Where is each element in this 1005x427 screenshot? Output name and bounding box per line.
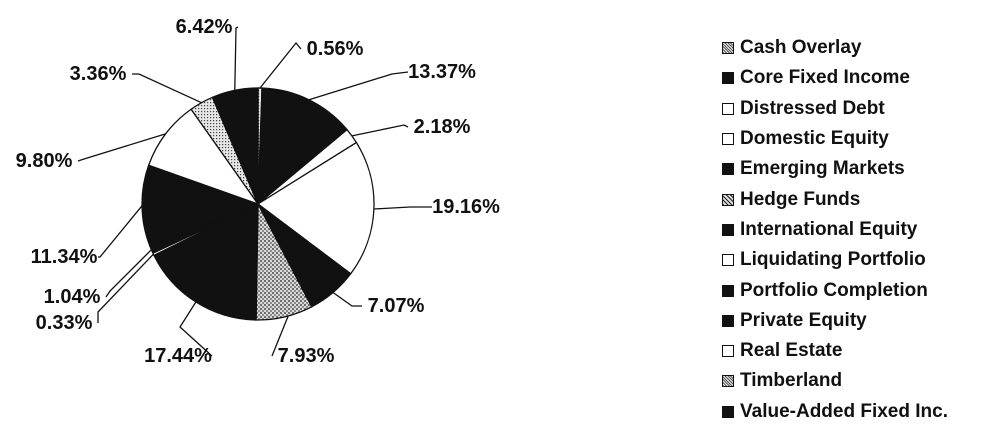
pie-slice-core-fixed-income bbox=[257, 87, 348, 206]
legend-item-real-estate: Real Estate bbox=[722, 336, 948, 366]
legend-swatch bbox=[722, 133, 734, 146]
legend-item-hedge-funds: Hedge Funds bbox=[722, 184, 948, 214]
pie-slice-private-equity bbox=[141, 164, 260, 248]
legend-swatch bbox=[722, 405, 734, 418]
legend-item-emerging-markets: Emerging Markets bbox=[722, 154, 948, 184]
legend-swatch bbox=[722, 42, 734, 55]
legend-item-international-equity: International Equity bbox=[722, 215, 948, 245]
data-label-international-equity: 17.44% bbox=[144, 345, 212, 367]
leader-line-timberland bbox=[132, 73, 202, 104]
leader-line-domestic-equity bbox=[373, 206, 432, 210]
legend-label: Portfolio Completion bbox=[740, 279, 928, 301]
legend-label: Timberland bbox=[740, 370, 843, 392]
leader-line-value-added-fixed-inc bbox=[234, 26, 239, 91]
data-label-domestic-equity: 19.16% bbox=[432, 196, 500, 218]
leader-line-international-equity bbox=[179, 301, 213, 357]
legend-label: Liquidating Portfolio bbox=[740, 249, 926, 271]
legend-item-private-equity: Private Equity bbox=[722, 306, 948, 336]
data-label-real-estate: 9.80% bbox=[16, 150, 73, 172]
leader-line-liquidating-portfolio bbox=[97, 253, 154, 323]
legend-label: Value-Added Fixed Inc. bbox=[740, 400, 948, 422]
legend-label: Cash Overlay bbox=[740, 37, 862, 59]
legend-swatch bbox=[722, 254, 734, 267]
pie-chart: 0.56% 13.37% 2.18% 19.16% 7.07% 7.93% 17.44% 0.… bbox=[16, 16, 500, 367]
legend-label: Private Equity bbox=[740, 309, 867, 331]
leader-line-cash-overlay bbox=[259, 41, 302, 89]
data-label-distressed-debt: 2.18% bbox=[414, 116, 471, 138]
legend-label: Core Fixed Income bbox=[740, 67, 910, 89]
legend-item-cash-overlay: Cash Overlay bbox=[722, 33, 948, 63]
data-label-liquidating-portfolio: 0.33% bbox=[36, 312, 93, 334]
legend-item-distressed-debt: Distressed Debt bbox=[722, 94, 948, 124]
pie-slices bbox=[141, 87, 375, 321]
leader-line-core-fixed-income bbox=[308, 71, 409, 101]
leader-line-real-estate bbox=[77, 133, 166, 162]
legend-swatch bbox=[722, 314, 734, 327]
legend: Cash Overlay Core Fixed Income Distressed … bbox=[722, 33, 948, 427]
legend-swatch bbox=[722, 102, 734, 115]
legend-item-core-fixed-income: Core Fixed Income bbox=[722, 63, 948, 93]
legend-swatch bbox=[722, 223, 734, 236]
leader-line-portfolio-completion bbox=[105, 249, 152, 298]
legend-item-liquidating-portfolio: Liquidating Portfolio bbox=[722, 245, 948, 275]
legend-item-portfolio-completion: Portfolio Completion bbox=[722, 275, 948, 305]
pie-slice-value-added-fixed-inc bbox=[211, 87, 259, 205]
pie-slice-international-equity bbox=[153, 202, 259, 321]
legend-swatch bbox=[722, 345, 734, 358]
legend-item-value-added-fixed-inc: Value-Added Fixed Inc. bbox=[722, 397, 948, 427]
pie-slice-domestic-equity bbox=[256, 141, 375, 275]
data-label-private-equity: 11.34% bbox=[31, 246, 98, 268]
legend-label: Domestic Equity bbox=[740, 128, 889, 150]
legend-swatch bbox=[722, 284, 734, 297]
legend-label: Real Estate bbox=[740, 340, 843, 362]
legend-swatch bbox=[722, 163, 734, 176]
leader-line-emerging-markets bbox=[332, 291, 362, 307]
legend-label: Emerging Markets bbox=[740, 158, 905, 180]
data-labels: 0.56% 13.37% 2.18% 19.16% 7.07% 7.93% 17.44% 0.… bbox=[16, 16, 500, 367]
legend-label: Hedge Funds bbox=[740, 188, 861, 210]
legend-swatch bbox=[722, 72, 734, 85]
data-label-timberland: 3.36% bbox=[70, 63, 127, 85]
data-label-emerging-markets: 7.07% bbox=[368, 295, 425, 317]
legend-item-timberland: Timberland bbox=[722, 366, 948, 396]
data-label-core-fixed-income: 13.37% bbox=[408, 61, 476, 83]
data-label-portfolio-completion: 1.04% bbox=[44, 286, 101, 308]
legend-swatch bbox=[722, 375, 734, 388]
data-label-value-added-fixed-inc: 6.42% bbox=[176, 16, 233, 38]
leader-line-private-equity bbox=[98, 205, 143, 258]
legend-label: Distressed Debt bbox=[740, 97, 885, 119]
data-label-hedge-funds: 7.93% bbox=[278, 345, 335, 367]
legend-item-domestic-equity: Domestic Equity bbox=[722, 124, 948, 154]
data-label-cash-overlay: 0.56% bbox=[307, 38, 364, 60]
legend-label: International Equity bbox=[740, 218, 918, 240]
legend-swatch bbox=[722, 193, 734, 206]
leader-line-distressed-debt bbox=[351, 124, 409, 137]
